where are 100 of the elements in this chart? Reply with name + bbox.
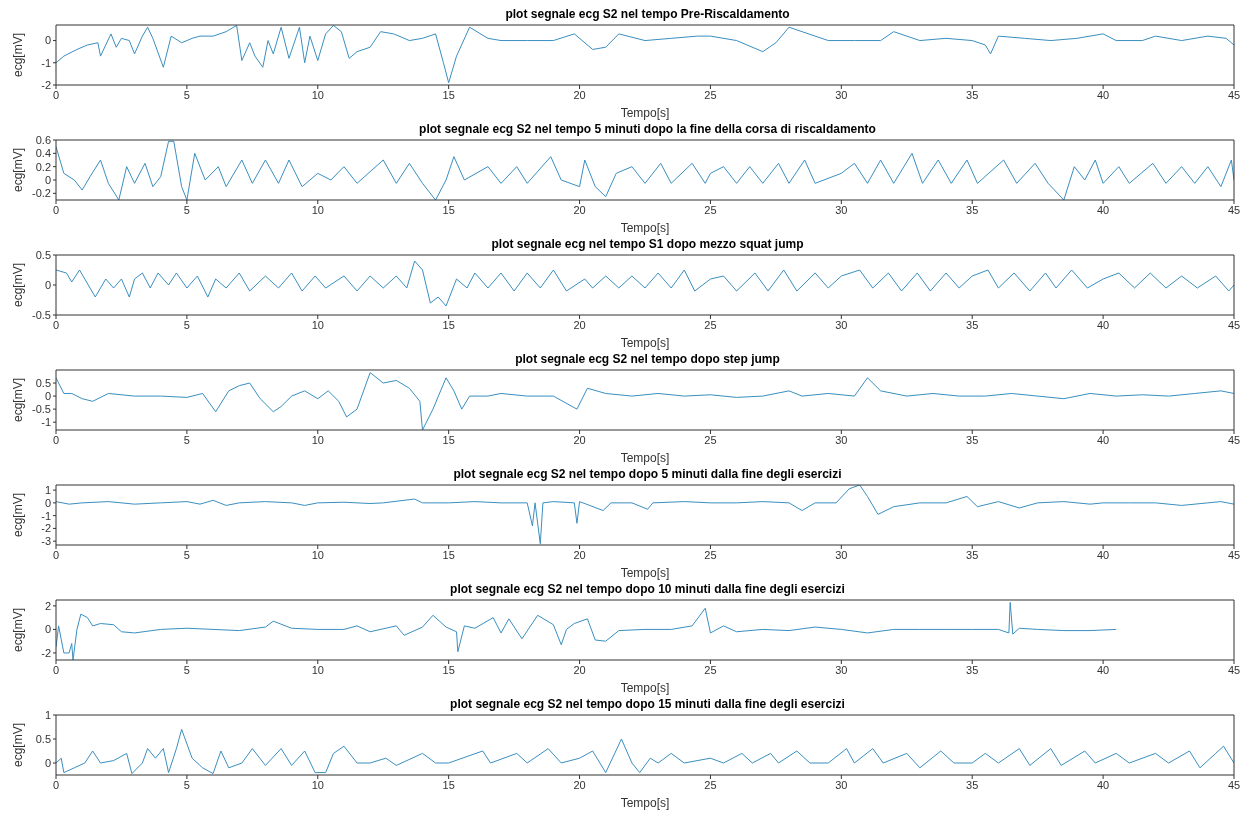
x-tick-label: 35 — [966, 663, 979, 676]
x-axis-title: Tempo[s] — [620, 336, 670, 350]
x-tick-label: 15 — [442, 663, 455, 676]
x-tick-label: 40 — [1096, 778, 1110, 791]
y-tick-label: 0 — [44, 623, 51, 636]
x-tick-label: 35 — [966, 203, 979, 216]
y-tick-label: -0.2 — [32, 187, 51, 200]
y-tick-label: -1 — [41, 56, 51, 69]
y-axis-title: ecg[mV] — [11, 147, 26, 193]
y-axis-title: ecg[mV] — [11, 722, 26, 768]
line-series — [56, 260, 1234, 307]
x-axis-title: Tempo[s] — [620, 106, 670, 120]
x-tick-label: 20 — [573, 203, 586, 216]
chart-title: plot segnale ecg S2 nel tempo dopo 15 minuti dalla fine degli esercizi — [450, 697, 845, 711]
x-tick-label: 5 — [183, 548, 190, 561]
x-tick-label: 45 — [1227, 548, 1241, 561]
x-tick-label: 30 — [835, 318, 848, 331]
x-tick-label: 5 — [183, 433, 190, 446]
x-axis-title: Tempo[s] — [620, 796, 670, 810]
x-tick-label: 45 — [1227, 663, 1241, 676]
x-tick-label: 15 — [442, 548, 455, 561]
x-tick-label: 35 — [966, 318, 979, 331]
chart-title: plot segnale ecg S2 nel tempo dopo 10 minuti dalla fine degli esercizi — [449, 582, 846, 596]
x-tick-label: 25 — [704, 433, 717, 446]
x-tick-label: 25 — [704, 88, 717, 101]
y-tick-label: -0.5 — [32, 308, 51, 321]
x-tick-label: 5 — [183, 88, 190, 101]
x-tick-label: 10 — [311, 203, 324, 216]
x-tick-label: 0 — [52, 203, 60, 216]
y-tick-label: 0 — [44, 496, 51, 509]
x-tick-label: 30 — [835, 778, 848, 791]
x-tick-label: 35 — [966, 778, 979, 791]
x-tick-label: 0 — [52, 778, 60, 791]
y-tick-label: -0.5 — [32, 403, 51, 416]
x-tick-label: 20 — [573, 88, 586, 101]
x-tick-label: 20 — [573, 778, 586, 791]
y-axis-title: ecg[mV] — [11, 32, 26, 78]
chart-title: plot segnale ecg nel tempo S1 dopo mezzo squat jump — [491, 237, 804, 251]
line-series — [56, 601, 1117, 660]
chart-title: plot segnale ecg S2 nel tempo dopo step jump — [514, 352, 781, 366]
x-tick-label: 25 — [704, 663, 717, 676]
chart-title: plot segnale ecg S2 nel tempo dopo 5 minuti dalla fine degli esercizi — [452, 467, 843, 481]
x-tick-label: 15 — [442, 778, 455, 791]
x-tick-label: 0 — [52, 663, 60, 676]
y-axis-title: ecg[mV] — [11, 262, 26, 308]
y-tick-label: 2 — [44, 599, 51, 612]
x-tick-label: 25 — [704, 203, 717, 216]
x-tick-label: 5 — [183, 203, 190, 216]
y-tick-label: 0.6 — [35, 133, 51, 146]
y-tick-label: 0 — [44, 34, 51, 47]
x-tick-label: 45 — [1227, 433, 1241, 446]
x-tick-label: 20 — [573, 548, 586, 561]
x-tick-label: 25 — [704, 778, 717, 791]
y-tick-label: 1 — [44, 708, 51, 721]
x-tick-label: 0 — [52, 88, 60, 101]
y-tick-label: 0.4 — [35, 147, 51, 160]
x-tick-label: 35 — [966, 548, 979, 561]
y-tick-label: 0 — [44, 389, 51, 402]
x-tick-label: 40 — [1096, 433, 1110, 446]
x-axis-title: Tempo[s] — [620, 681, 670, 695]
x-tick-label: 15 — [442, 203, 455, 216]
y-tick-label: 0 — [44, 278, 51, 291]
chart-title: plot segnale ecg S2 nel tempo 5 minuti dopo la fine della corsa di riscaldamento — [419, 122, 876, 136]
x-tick-label: 10 — [311, 433, 324, 446]
y-tick-label: 0 — [44, 173, 51, 186]
y-tick-label: 0 — [44, 756, 51, 769]
x-axis-title: Tempo[s] — [620, 566, 670, 580]
x-tick-label: 5 — [183, 318, 190, 331]
x-tick-label: 25 — [704, 548, 717, 561]
x-tick-label: 45 — [1227, 318, 1241, 331]
x-tick-label: 40 — [1096, 318, 1110, 331]
x-axis-title: Tempo[s] — [620, 451, 670, 465]
y-tick-label: -1 — [41, 416, 51, 429]
chart-title: plot segnale ecg S2 nel tempo Pre-Riscaldamento — [504, 7, 791, 21]
x-tick-label: 30 — [835, 663, 848, 676]
y-tick-label: -2 — [41, 522, 51, 535]
x-tick-label: 25 — [704, 318, 717, 331]
y-tick-label: -2 — [41, 646, 51, 659]
x-tick-label: 15 — [442, 433, 455, 446]
x-tick-label: 15 — [442, 318, 455, 331]
x-tick-label: 20 — [573, 433, 586, 446]
x-tick-label: 10 — [311, 663, 324, 676]
y-tick-label: -2 — [41, 78, 51, 91]
x-tick-label: 40 — [1096, 548, 1110, 561]
x-tick-label: 10 — [311, 88, 324, 101]
x-tick-label: 30 — [835, 548, 848, 561]
x-tick-label: 30 — [835, 203, 848, 216]
x-tick-label: 10 — [311, 778, 324, 791]
x-axis-title: Tempo[s] — [620, 221, 670, 235]
x-tick-label: 45 — [1227, 203, 1241, 216]
x-tick-label: 35 — [966, 433, 979, 446]
x-tick-label: 15 — [442, 88, 455, 101]
y-tick-label: 0.5 — [35, 732, 51, 745]
y-tick-label: -3 — [41, 535, 51, 548]
y-tick-label: -1 — [41, 509, 51, 522]
x-tick-label: 10 — [311, 548, 324, 561]
x-tick-label: 20 — [573, 663, 586, 676]
x-tick-label: 45 — [1227, 778, 1241, 791]
x-tick-label: 0 — [52, 433, 60, 446]
x-tick-label: 10 — [311, 318, 324, 331]
